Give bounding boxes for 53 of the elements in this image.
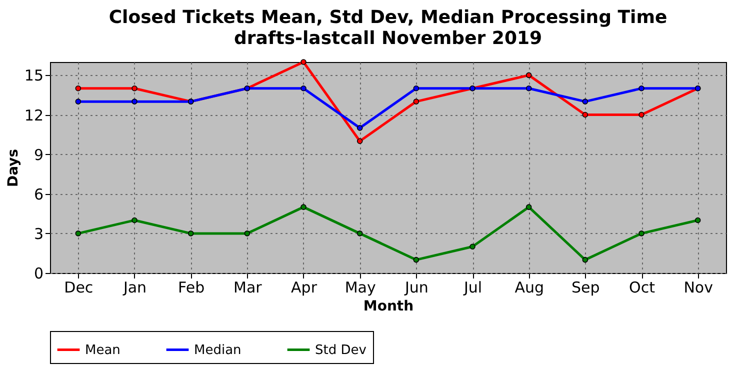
y-tick-label: 9 bbox=[34, 146, 44, 164]
y-tick-label: 3 bbox=[34, 224, 44, 243]
x-tick-label: Jul bbox=[462, 278, 482, 296]
point bbox=[188, 230, 194, 236]
point bbox=[526, 72, 532, 78]
point bbox=[582, 112, 588, 118]
x-tick-label: Jan bbox=[122, 278, 147, 296]
point bbox=[132, 85, 138, 92]
point bbox=[470, 244, 476, 250]
point bbox=[75, 85, 82, 92]
x-tick-label: May bbox=[344, 278, 376, 296]
point bbox=[413, 256, 420, 263]
point bbox=[413, 85, 420, 92]
point bbox=[132, 217, 138, 224]
point bbox=[300, 204, 306, 210]
point bbox=[638, 112, 644, 118]
point bbox=[300, 85, 306, 92]
chart-subtitle: drafts-lastcall November 2019 bbox=[234, 28, 542, 49]
x-tick-label: Nov bbox=[684, 278, 714, 296]
point bbox=[413, 98, 420, 104]
point bbox=[638, 230, 644, 236]
point bbox=[356, 138, 363, 144]
point bbox=[75, 98, 82, 104]
legend-label: Median bbox=[194, 342, 242, 358]
x-tick-label: Oct bbox=[629, 278, 656, 296]
point bbox=[356, 230, 363, 236]
point bbox=[356, 125, 363, 131]
chart-title: Closed Tickets Mean, Std Dev, Median Processing Time bbox=[108, 6, 668, 28]
x-tick-label: Sep bbox=[572, 278, 600, 296]
point bbox=[582, 256, 588, 263]
point bbox=[526, 204, 532, 210]
x-tick-label: Aug bbox=[514, 278, 544, 296]
y-tick-label: 6 bbox=[34, 185, 44, 204]
y-axis-title: Days bbox=[5, 148, 22, 188]
point bbox=[582, 98, 588, 104]
point bbox=[526, 85, 532, 92]
point bbox=[638, 85, 644, 92]
y-tick-label: 0 bbox=[34, 264, 44, 282]
x-tick-label: Mar bbox=[234, 278, 263, 296]
x-axis-title: Month bbox=[363, 298, 414, 314]
point bbox=[244, 230, 250, 236]
y-tick-label: 15 bbox=[24, 66, 44, 85]
x-tick-label: Apr bbox=[291, 278, 318, 296]
point bbox=[75, 230, 82, 236]
point bbox=[300, 59, 306, 65]
x-tick-label: Jun bbox=[404, 278, 428, 296]
point bbox=[694, 217, 701, 224]
point bbox=[132, 98, 138, 104]
legend-label: Mean bbox=[85, 342, 120, 358]
y-tick-label: 12 bbox=[24, 106, 44, 124]
x-tick-label: Dec bbox=[64, 278, 94, 296]
x-tick-label: Feb bbox=[178, 278, 205, 296]
legend-label: Std Dev bbox=[315, 342, 367, 358]
